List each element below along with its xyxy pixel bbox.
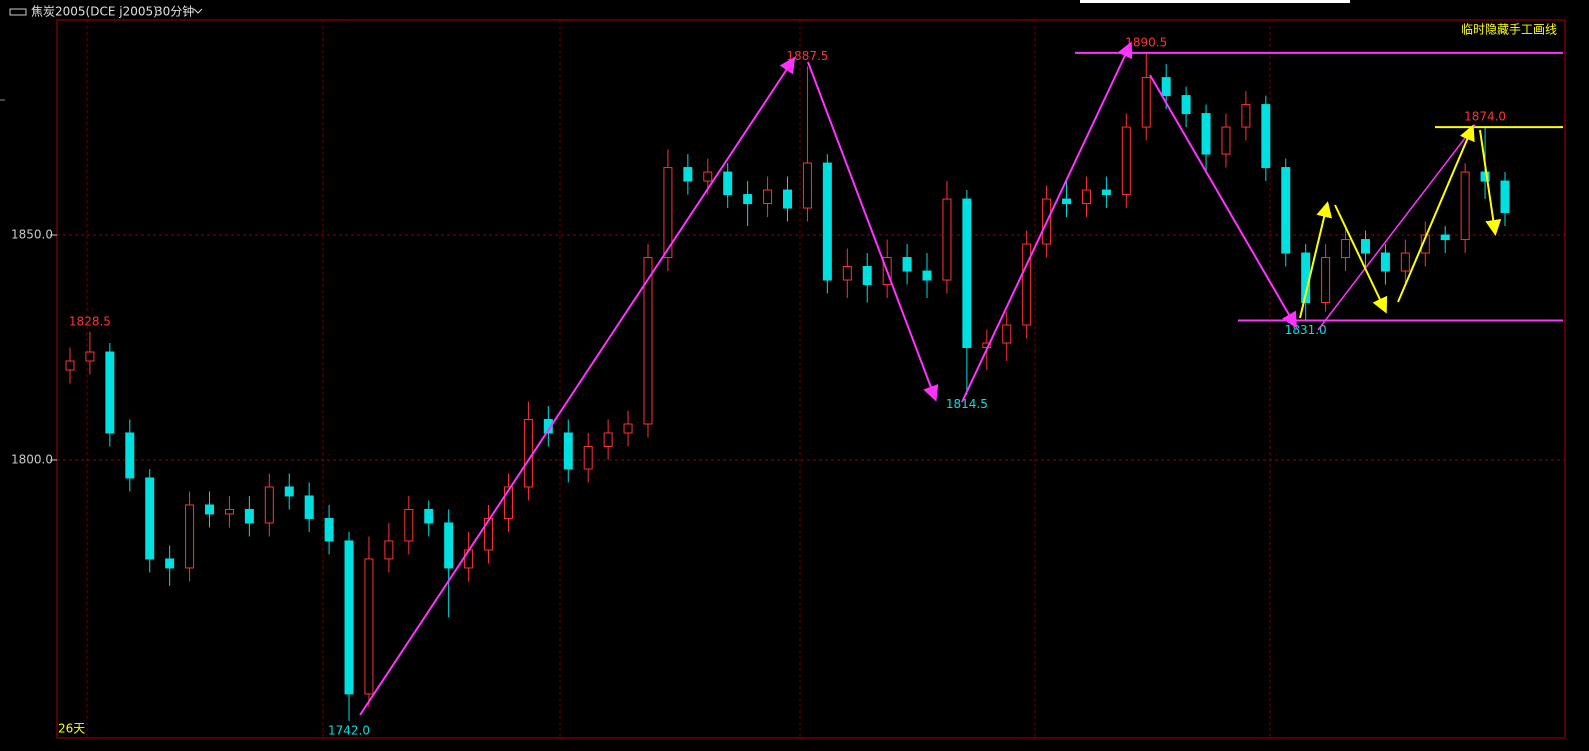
drawings — [359, 41, 1502, 716]
candle-body — [1420, 234, 1430, 254]
candle-body — [205, 504, 215, 515]
candle-body — [942, 198, 952, 281]
price-label: 1828.5 — [69, 314, 111, 328]
candle-body — [125, 432, 135, 479]
range-label: 26天 — [58, 722, 85, 736]
candle-body — [663, 167, 673, 259]
candle-body — [583, 445, 593, 470]
period[interactable]: 30分钟 — [155, 4, 194, 19]
candle-body — [563, 432, 573, 470]
candle-body — [1500, 180, 1510, 214]
candle-body — [962, 198, 972, 349]
price-label: 1831.0 — [1285, 323, 1327, 337]
candle-body — [1241, 104, 1251, 128]
candle-body — [763, 189, 773, 205]
candle-body — [503, 486, 513, 519]
candle-body — [1440, 234, 1450, 241]
candle-body — [643, 257, 653, 425]
price-label: 1890.5 — [1125, 35, 1167, 49]
symbol[interactable]: 焦炭2005(DCE j2005) — [31, 5, 158, 19]
candle-body — [902, 257, 912, 272]
candle-body — [1022, 243, 1032, 326]
candle-body — [344, 540, 354, 695]
candle-body — [1062, 198, 1072, 205]
candle-body — [1261, 104, 1271, 169]
price-label: 1874.0 — [1464, 110, 1506, 124]
y-tick-label: 1850.0 — [11, 228, 53, 242]
candle-body — [1161, 77, 1171, 97]
period-chevron[interactable] — [193, 8, 203, 14]
candle-body — [284, 486, 294, 497]
menu-icon[interactable] — [9, 8, 27, 16]
candle-body — [1181, 95, 1191, 115]
candle-body — [683, 167, 693, 182]
candle-body — [1201, 113, 1211, 155]
candle-body — [484, 517, 494, 551]
candle-body — [1081, 189, 1091, 205]
candle-body — [464, 549, 474, 569]
candle-body — [324, 517, 334, 542]
candle-body — [1281, 167, 1291, 254]
candle-body — [1480, 171, 1490, 182]
candle-body — [105, 351, 115, 434]
candle-body — [264, 486, 274, 524]
candle-body — [185, 504, 195, 569]
candle-body — [1002, 324, 1012, 344]
candle-body — [85, 351, 95, 362]
candle-body — [783, 189, 792, 209]
candle-body — [364, 558, 374, 695]
candle-body — [523, 418, 533, 488]
candle-body — [1141, 77, 1151, 128]
candle-body — [1460, 171, 1470, 241]
candle-body — [404, 508, 414, 542]
candle-body — [444, 522, 454, 569]
candle-body — [723, 171, 733, 196]
candle-body — [1321, 257, 1331, 304]
candle-body — [384, 540, 394, 560]
candle-body — [165, 558, 175, 569]
candle-body — [822, 162, 832, 281]
candle-body — [922, 270, 932, 281]
candle-body — [224, 508, 234, 515]
candle-body — [802, 162, 812, 209]
candle-body — [424, 508, 434, 524]
candle-body — [862, 266, 872, 286]
candle-body — [1380, 252, 1390, 272]
candle-body — [1101, 189, 1111, 196]
candle-body — [1221, 126, 1231, 155]
candle-body — [65, 360, 75, 371]
candle-body — [304, 495, 314, 519]
candle-body — [543, 418, 553, 434]
candle-body — [1121, 126, 1131, 196]
candle-body — [145, 477, 155, 560]
candle-body — [743, 194, 753, 205]
price-label: 1887.5 — [786, 49, 828, 63]
candle-body — [1341, 239, 1351, 259]
scroll-indicator — [1080, 0, 1350, 3]
candle-body — [1360, 239, 1370, 254]
toggle-drawings[interactable]: 临时隐藏手工画线 — [1461, 23, 1557, 37]
candle-body — [244, 508, 254, 524]
candle-body — [842, 266, 852, 281]
plot-frame — [56, 19, 1566, 739]
candle-body — [603, 432, 613, 447]
y-tick-label: 1800.0 — [11, 452, 53, 466]
candle-body — [1400, 252, 1410, 272]
price-label: 1742.0 — [328, 723, 370, 737]
candle-body — [623, 423, 633, 434]
price-label: 1814.5 — [946, 397, 988, 411]
candle-body — [703, 171, 713, 182]
